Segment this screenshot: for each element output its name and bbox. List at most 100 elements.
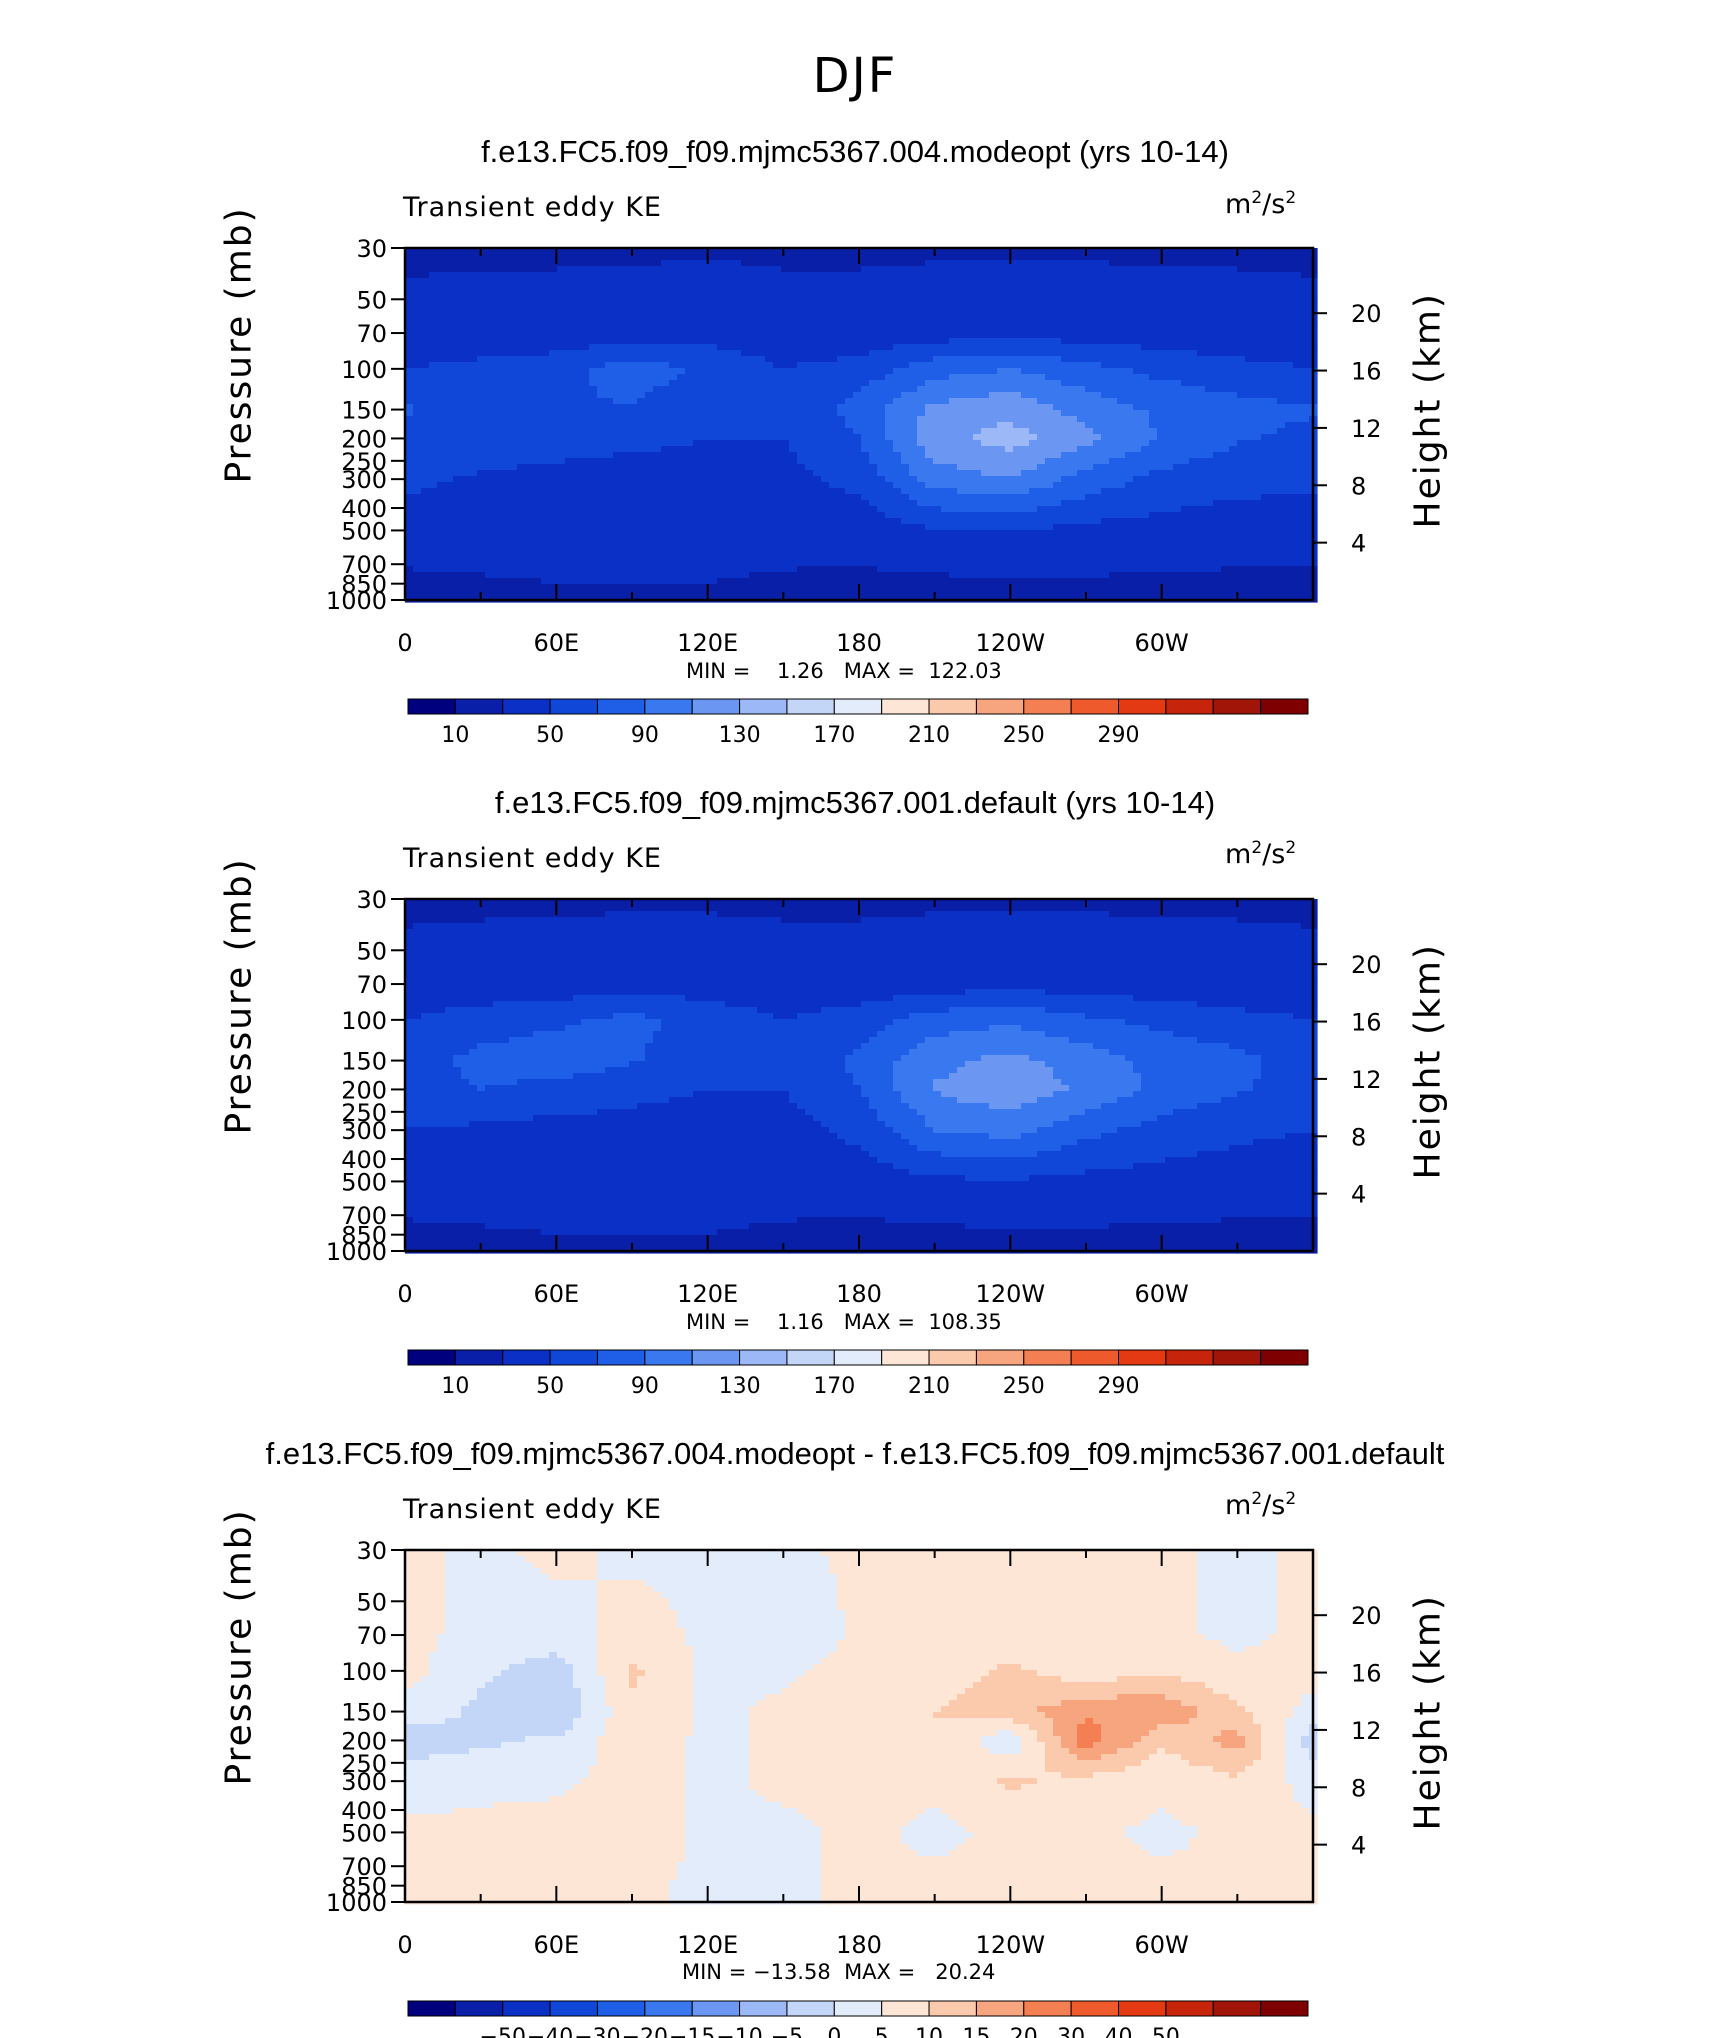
field-cell — [941, 296, 950, 303]
field-cell — [565, 278, 574, 285]
field-cell — [517, 260, 526, 267]
field-cell — [989, 392, 998, 399]
field-cell — [525, 248, 534, 255]
field-cell — [1109, 374, 1118, 381]
field-cell — [1149, 368, 1158, 375]
field-cell — [845, 374, 854, 381]
field-cell — [1149, 452, 1158, 459]
field-cell — [445, 464, 454, 471]
field-cell — [509, 254, 518, 261]
field-cell — [941, 422, 950, 429]
field-cell — [541, 488, 550, 495]
field-cell — [853, 290, 862, 297]
field-cell — [1245, 500, 1254, 507]
field-cell — [1045, 278, 1054, 285]
field-cell — [421, 356, 430, 363]
field-cell — [1085, 278, 1094, 285]
field-cell — [557, 296, 566, 303]
field-cell — [485, 332, 494, 339]
field-cell — [1173, 248, 1182, 255]
field-cell — [789, 266, 798, 273]
field-cell — [1229, 452, 1238, 459]
field-cell — [1133, 248, 1142, 255]
field-cell — [413, 302, 422, 309]
field-cell — [429, 326, 438, 333]
field-cell — [1005, 362, 1014, 369]
field-cell — [621, 266, 630, 273]
field-cell — [1069, 284, 1078, 291]
field-cell — [1261, 326, 1270, 333]
field-cell — [821, 356, 830, 363]
field-cell — [405, 284, 414, 291]
field-cell — [1021, 386, 1030, 393]
field-cell — [933, 374, 942, 381]
field-cell — [805, 446, 814, 453]
field-cell — [701, 440, 710, 447]
field-cell — [525, 266, 534, 273]
field-cell — [1277, 272, 1286, 279]
field-cell — [637, 500, 646, 507]
field-cell — [629, 488, 638, 495]
field-cell — [973, 482, 982, 489]
field-cell — [557, 476, 566, 483]
field-cell — [493, 392, 502, 399]
field-cell — [429, 434, 438, 441]
field-cell — [1237, 308, 1246, 315]
field-cell — [1197, 368, 1206, 375]
field-cell — [1077, 422, 1086, 429]
field-cell — [749, 344, 758, 351]
field-cell — [1221, 362, 1230, 369]
field-cell — [1133, 296, 1142, 303]
field-cell — [1085, 350, 1094, 357]
field-cell — [1125, 308, 1134, 315]
field-cell — [741, 332, 750, 339]
field-cell — [933, 470, 942, 477]
field-cell — [645, 386, 654, 393]
field-cell — [1261, 500, 1270, 507]
field-cell — [989, 506, 998, 513]
field-cell — [829, 320, 838, 327]
field-cell — [573, 314, 582, 321]
field-cell — [533, 350, 542, 357]
field-cell — [1005, 434, 1014, 441]
field-cell — [941, 248, 950, 255]
field-cell — [653, 290, 662, 297]
field-cell — [541, 464, 550, 471]
field-cell — [997, 314, 1006, 321]
field-cell — [637, 458, 646, 465]
field-cell — [949, 296, 958, 303]
field-cell — [885, 488, 894, 495]
field-cell — [717, 476, 726, 483]
field-cell — [1093, 332, 1102, 339]
field-cell — [413, 428, 422, 435]
field-cell — [477, 458, 486, 465]
field-cell — [1269, 386, 1278, 393]
field-cell — [661, 386, 670, 393]
field-cell — [1261, 314, 1270, 321]
field-cell — [541, 506, 550, 513]
field-cell — [1189, 332, 1198, 339]
field-cell — [917, 416, 926, 423]
field-cell — [1245, 332, 1254, 339]
field-cell — [1301, 416, 1310, 423]
field-cell — [861, 248, 870, 255]
field-cell — [1149, 428, 1158, 435]
field-cell — [757, 482, 766, 489]
field-cell — [1197, 332, 1206, 339]
field-cell — [901, 476, 910, 483]
field-cell — [1061, 386, 1070, 393]
field-cell — [485, 452, 494, 459]
field-cell — [589, 482, 598, 489]
field-cell — [885, 380, 894, 387]
field-cell — [421, 380, 430, 387]
field-cell — [461, 488, 470, 495]
field-cell — [765, 488, 774, 495]
field-cell — [461, 476, 470, 483]
field-cell — [805, 248, 814, 255]
field-cell — [965, 476, 974, 483]
field-cell — [645, 404, 654, 411]
field-cell — [1117, 266, 1126, 273]
field-cell — [909, 368, 918, 375]
field-cell — [1101, 314, 1110, 321]
field-cell — [1149, 458, 1158, 465]
